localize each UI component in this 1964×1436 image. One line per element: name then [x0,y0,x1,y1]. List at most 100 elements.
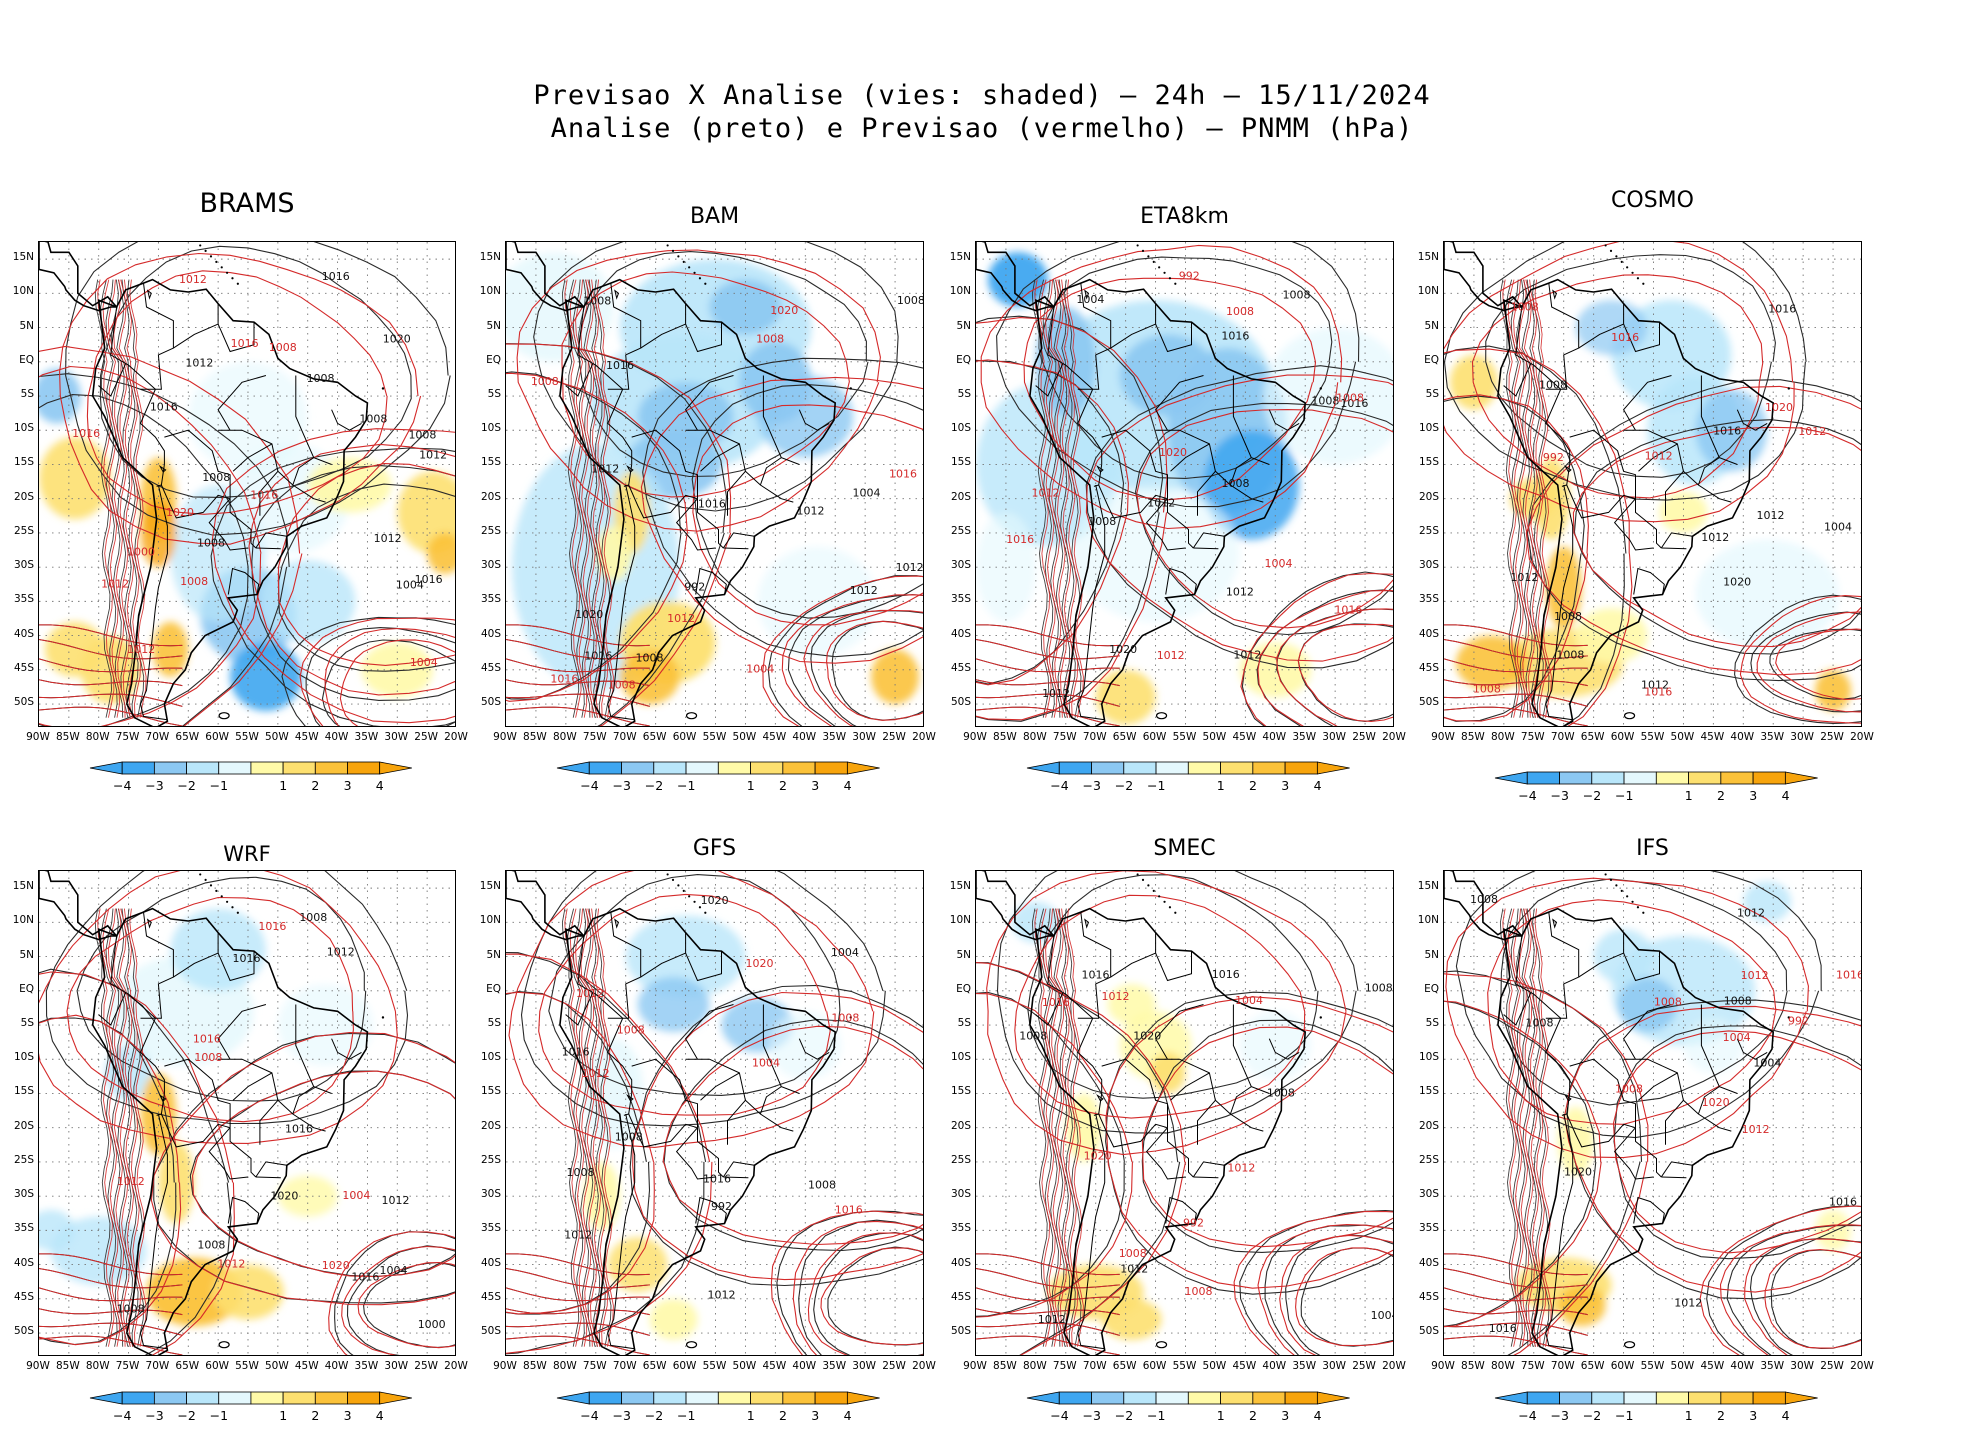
lake [1084,289,1090,300]
bias-patch [39,1209,75,1251]
country-border [695,1196,727,1224]
lat-tick-label: EQ [486,353,501,366]
bias-patch [152,621,189,677]
isobar [1706,1205,1861,1355]
lat-tick-label: 25S [480,524,501,537]
lon-tick-label: 75W [115,731,140,743]
lon-tick-label: 65W [1112,1360,1137,1372]
lesser-antilles [677,255,680,258]
forecast-isobars [1444,877,1861,1355]
country-border [229,498,257,549]
country-border [684,1004,734,1060]
colorbar-segment [282,761,316,775]
lat-tick-label: 50S [13,1325,34,1338]
coastlines [976,242,1322,726]
lon-tick-label: 85W [993,1360,1017,1372]
panel-title-wrf: WRF [223,842,271,866]
lon-tick-label: 90W [26,731,50,743]
lesser-antilles [1642,282,1645,285]
isobar [334,1231,455,1355]
isobar-labels: 1008 1012 1016 1020 1004 1008 1012 1016 1008 1012… [1470,893,1861,1335]
isobar [976,317,1168,721]
lon-tick-label: 50W [1670,1360,1695,1372]
lesser-antilles [1147,255,1150,258]
isobar-label: 1016 [193,1033,221,1046]
isobar [1756,611,1861,713]
isobar [632,991,923,1281]
colorbar-bam [557,761,880,775]
colorbar-arrow-high [379,1391,412,1405]
country-border [227,1196,260,1224]
lesser-antilles [1136,244,1139,247]
isobar-label: 1016 [1006,533,1034,546]
colorbar-segment [154,761,188,775]
isobar [506,343,728,726]
country-border [1578,303,1625,349]
lat-tick-label: 20S [480,1119,501,1132]
colorbar-tick-label: −3 [1550,788,1569,803]
lon-tick-label: 65W [175,731,200,743]
forecast-isobars [39,252,455,726]
country-border [1566,484,1636,519]
lon-tick-label: 40W [1262,731,1287,743]
lesser-antilles [1609,878,1613,881]
lesser-antilles [1642,911,1645,914]
lat-tick-label: 40S [13,1256,34,1269]
colorbar-tick-label: −3 [145,778,164,793]
colorbar-tick-label: −3 [145,1408,164,1423]
colorbar-tick-label: −3 [1550,1408,1569,1423]
isobar [305,627,455,726]
lon-tick-label: 70W [1082,1360,1107,1372]
country-border [1077,912,1112,1019]
colorbar-segment [1623,1391,1657,1405]
isobar-south [506,1287,650,1302]
isobar [339,639,455,726]
country-border [1697,457,1720,486]
lat-tick-label: 15S [13,456,34,469]
colorbar-segment [621,761,655,775]
colorbar-segment [1091,1391,1125,1405]
isobar-label: 1012 [1233,648,1261,661]
isobar [86,270,388,515]
colorbar-segment [1059,761,1093,775]
lat-tick-label: 50S [1418,696,1439,709]
lesser-antilles [1158,895,1161,898]
country-border [1192,532,1225,549]
isobar-label: 1004 [1723,1031,1751,1044]
lon-tick-label: 45W [762,1360,787,1372]
isobar [1455,871,1822,1139]
isobar-south [976,1268,1120,1289]
isobar-label: 1008 [197,536,225,549]
country-border [1154,375,1204,431]
colorbar-tick-label: 3 [1281,778,1290,793]
isobar-south [506,679,650,687]
country-border [1155,429,1264,503]
lat-tick-label: 5S [1425,1017,1439,1029]
colorbar-arrow-low [89,1391,123,1405]
colorbar-tick-label: −2 [1582,788,1602,803]
isobar-label: 1016 [351,1271,379,1284]
lesser-antilles [199,873,202,876]
country-border [217,375,267,431]
lesser-antilles [1163,900,1166,903]
map-panel-gfs: 1008 1012 1016 1020 1008 1004 1012 1016 1008 992 1… [505,870,924,1356]
island [849,387,852,390]
isobar-andes [1055,279,1073,718]
lesser-antilles [231,906,234,909]
isobar-south [976,693,1120,707]
isobar-label: 1012 [667,612,695,625]
colorbar-segment [718,761,752,775]
colorbar-tick-label: 2 [1249,1408,1257,1423]
colorbar-tick-label: 3 [1281,1408,1290,1423]
isobar [1300,1247,1393,1347]
colorbar-tick-label: 2 [1249,778,1257,793]
lesser-antilles [204,878,207,881]
colorbar-tick-label: 4 [375,1408,384,1423]
isobar-label: 1012 [1641,678,1669,691]
lon-tick-label: 30W [384,1360,409,1372]
isobar-label: 1008 [307,372,335,385]
colorbar-tick-label: −3 [612,1408,631,1423]
lon-tick-label: 20W [912,731,936,743]
map-svg: 1008101210121008101610201012100410081012… [976,242,1393,726]
isobar [1141,1026,1393,1248]
